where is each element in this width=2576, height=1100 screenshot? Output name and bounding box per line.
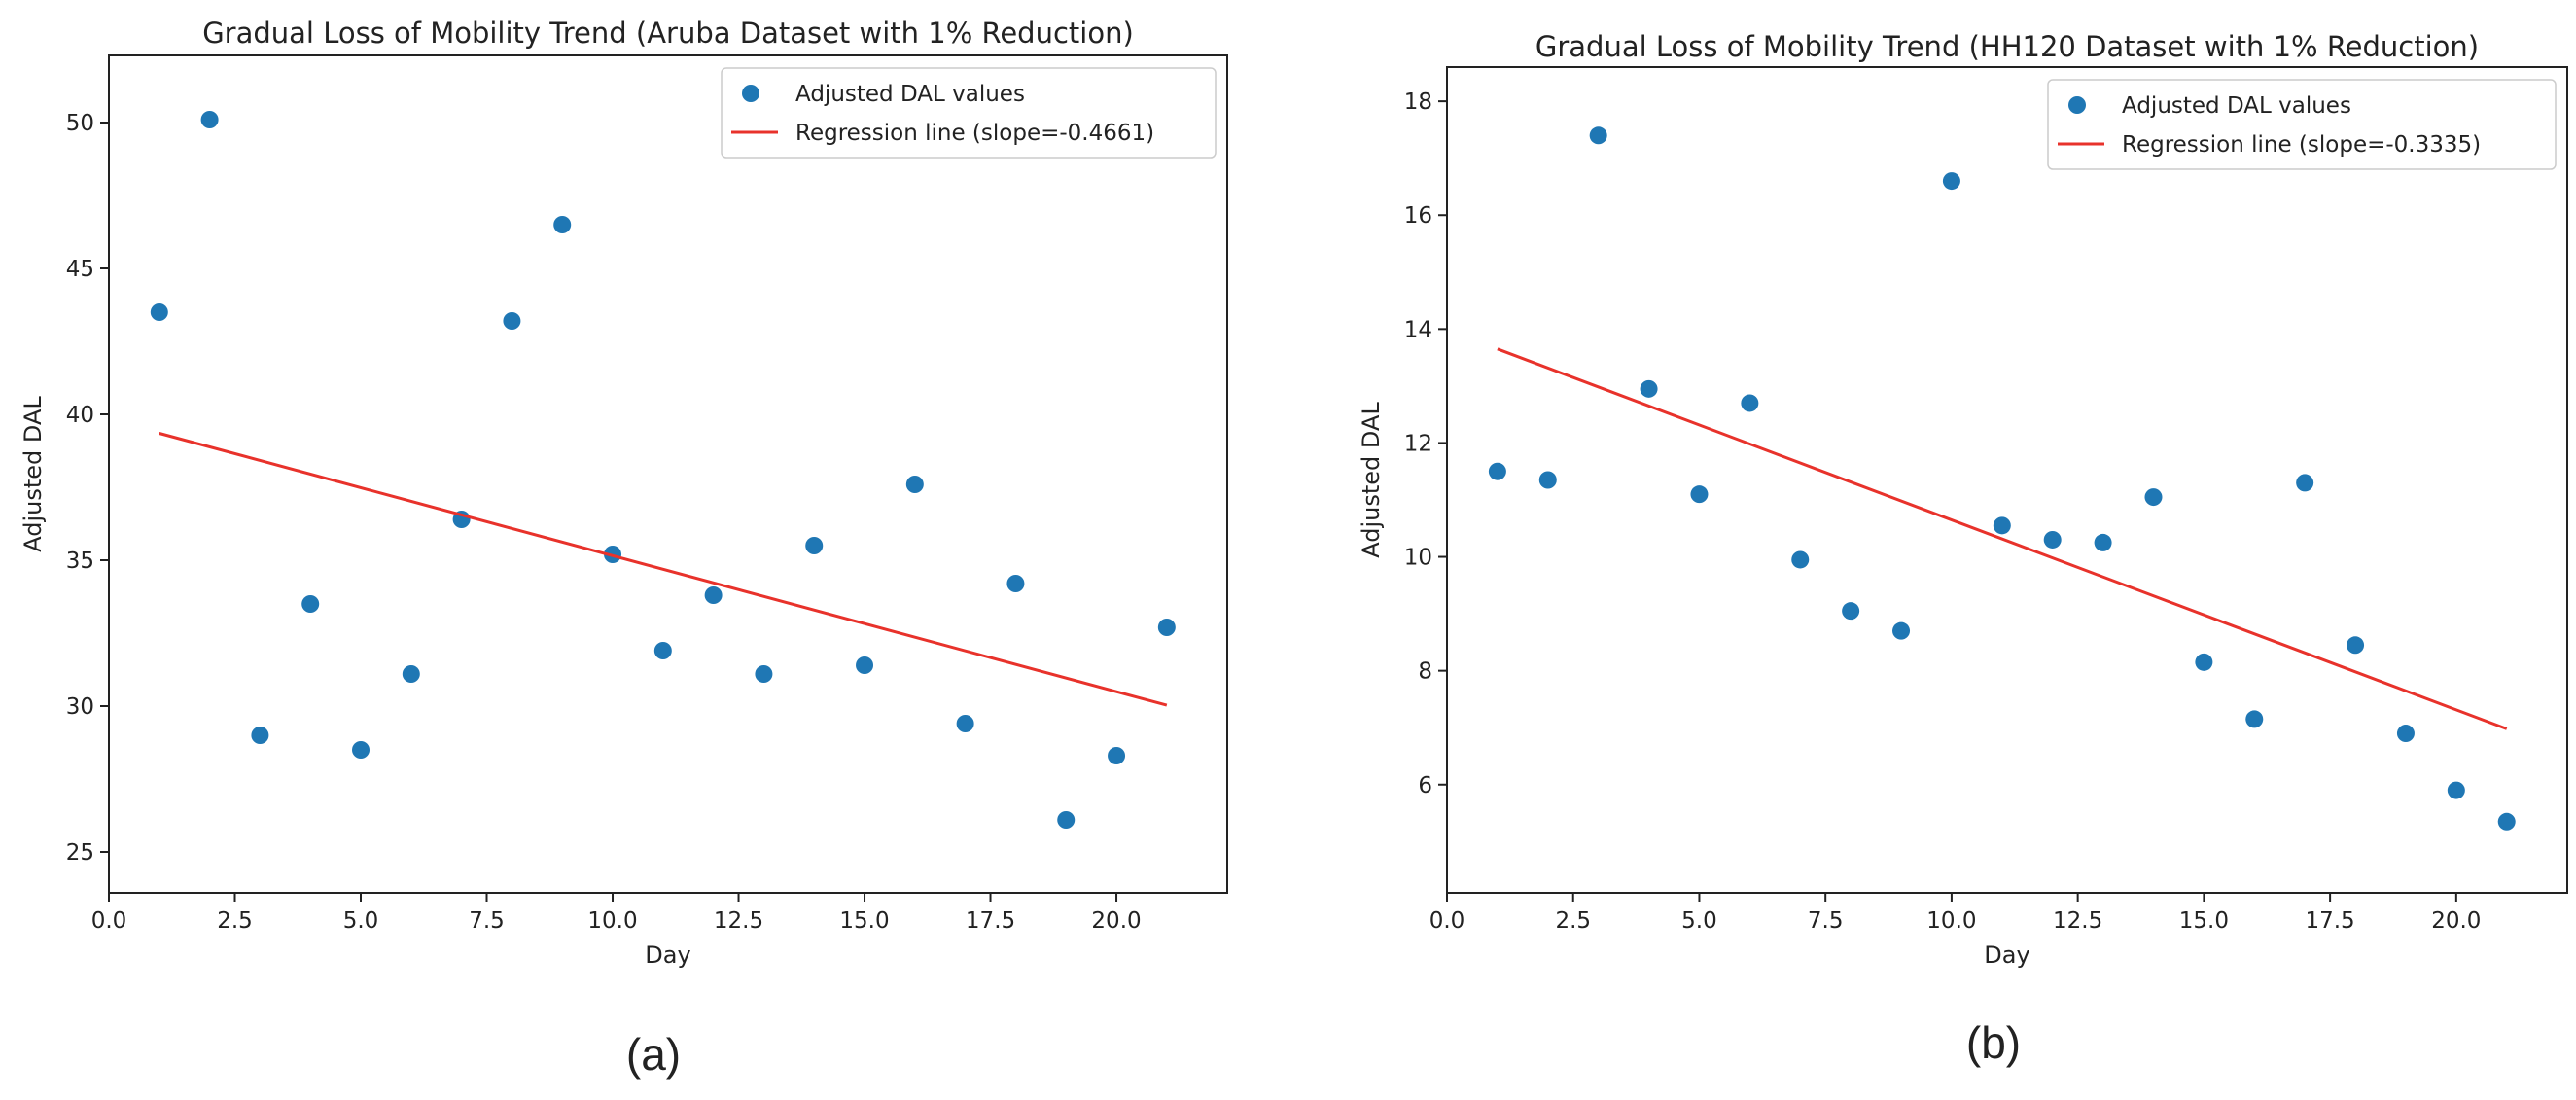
data-point (2094, 533, 2112, 551)
chart-title: Gradual Loss of Mobility Trend (Aruba Da… (202, 17, 1134, 50)
x-tick-label: 7.5 (469, 908, 505, 934)
data-point (251, 727, 269, 744)
x-tick-label: 15.0 (839, 908, 889, 934)
data-point (1993, 516, 2011, 535)
data-point (1842, 602, 1860, 621)
plot-frame (1446, 66, 2568, 894)
regression-line (1497, 347, 2508, 730)
data-point (1057, 811, 1076, 829)
y-tick-label: 10 (1404, 546, 1432, 571)
x-tick-label: 17.5 (966, 908, 1015, 934)
data-point (2296, 474, 2314, 492)
plot-frame (108, 54, 1228, 894)
data-point (805, 537, 824, 554)
panel-caption-a: (a) (626, 1029, 681, 1080)
data-point (2144, 488, 2163, 507)
legend: Adjusted DAL values Regression line (slop… (721, 67, 1217, 159)
y-tick-label: 30 (66, 694, 94, 720)
x-tick-label: 0.0 (91, 908, 127, 934)
data-point (1488, 462, 1506, 480)
data-point (200, 111, 219, 128)
data-point (1157, 619, 1176, 636)
legend-box (721, 67, 1217, 159)
x-tick-label: 2.5 (217, 908, 253, 934)
x-axis-label: Day (645, 941, 690, 969)
x-tick-label: 15.0 (2179, 908, 2229, 934)
data-point (2396, 725, 2415, 743)
data-point (1108, 747, 1126, 764)
data-point (352, 741, 371, 759)
y-axis-label: Adjusted DAL (19, 396, 47, 552)
y-tick-label: 45 (66, 257, 94, 282)
legend-box (2047, 79, 2557, 170)
data-point (1791, 550, 1810, 569)
y-tick-label: 14 (1404, 317, 1432, 342)
y-axis-label: Adjusted DAL (1358, 402, 1385, 558)
x-tick-label: 5.0 (1681, 908, 1717, 934)
chart-panel-b: Gradual Loss of Mobility Trend (HH120 Da… (1358, 30, 2568, 969)
data-point (1538, 471, 1557, 489)
chart-panel-a: Gradual Loss of Mobility Trend (Aruba Da… (19, 17, 1228, 969)
data-point (503, 312, 521, 330)
legend-scatter-marker (2068, 96, 2086, 114)
data-point (2245, 710, 2264, 728)
legend-scatter-label: Adjusted DAL values (795, 82, 1025, 107)
data-point (1690, 485, 1709, 504)
x-axis-label: Day (1984, 941, 2029, 969)
legend-scatter-marker (742, 85, 759, 102)
data-point (956, 715, 974, 732)
regression-line (159, 432, 1168, 707)
data-point (1589, 126, 1607, 145)
y-tick-label: 8 (1418, 659, 1432, 685)
y-tick-label: 18 (1404, 89, 1432, 115)
data-point (553, 216, 572, 233)
data-point (2043, 530, 2062, 549)
data-point (1006, 575, 1025, 592)
x-tick-label: 5.0 (343, 908, 379, 934)
x-tick-label: 20.0 (1091, 908, 1141, 934)
y-tick-label: 40 (66, 403, 94, 428)
y-tick-label: 6 (1418, 773, 1432, 798)
chart-title: Gradual Loss of Mobility Trend (HH120 Da… (1535, 30, 2479, 63)
data-point (2347, 636, 2365, 655)
x-tick-label: 2.5 (1555, 908, 1591, 934)
data-point (402, 665, 420, 683)
data-point (1942, 172, 1960, 191)
data-point (704, 586, 723, 604)
y-tick-label: 25 (66, 840, 94, 866)
data-point (2447, 781, 2465, 799)
x-tick-label: 12.5 (714, 908, 763, 934)
data-point (2195, 653, 2213, 671)
data-point (653, 642, 672, 659)
x-tick-label: 7.5 (1808, 908, 1844, 934)
data-point (301, 595, 320, 613)
data-point (1640, 379, 1658, 398)
y-tick-label: 50 (66, 111, 94, 136)
data-point (2497, 812, 2516, 831)
x-tick-label: 20.0 (2431, 908, 2481, 934)
data-point (1741, 394, 1759, 412)
panel-caption-b: (b) (1966, 1017, 2021, 1068)
legend-scatter-label: Adjusted DAL values (2122, 93, 2351, 119)
data-point (856, 656, 874, 674)
y-tick-label: 16 (1404, 203, 1432, 229)
data-point (905, 476, 924, 493)
x-tick-label: 10.0 (1926, 908, 1976, 934)
data-point (1892, 621, 1911, 640)
data-point (755, 665, 773, 683)
y-tick-label: 35 (66, 549, 94, 574)
y-tick-label: 12 (1404, 431, 1432, 456)
x-tick-label: 12.5 (2053, 908, 2102, 934)
x-tick-label: 17.5 (2305, 908, 2354, 934)
data-point (150, 303, 168, 321)
legend-line-label: Regression line (slope=-0.4661) (795, 121, 1154, 146)
x-tick-label: 10.0 (587, 908, 637, 934)
legend-line-label: Regression line (slope=-0.3335) (2122, 132, 2481, 158)
legend: Adjusted DAL values Regression line (slop… (2047, 79, 2557, 170)
x-tick-label: 0.0 (1429, 908, 1465, 934)
